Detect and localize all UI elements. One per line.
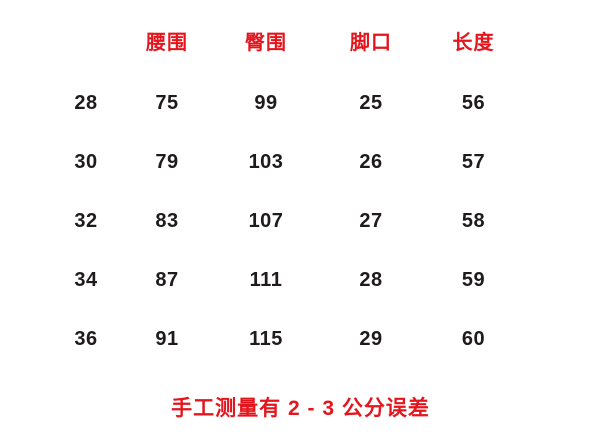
cell-size: 32 bbox=[74, 210, 98, 232]
cell-length: 59 bbox=[461, 269, 486, 291]
header-leg-opening: 脚口 bbox=[350, 31, 392, 54]
cell-size: 30 bbox=[74, 151, 98, 173]
cell-hip: 111 bbox=[249, 269, 283, 291]
cell-hip: 107 bbox=[248, 210, 284, 232]
cell-hip: 103 bbox=[248, 151, 284, 173]
header-waist: 腰围 bbox=[146, 31, 188, 54]
cell-length: 57 bbox=[461, 151, 486, 173]
cell-leg-opening: 26 bbox=[359, 151, 383, 173]
cell-length: 56 bbox=[461, 92, 486, 114]
table-row-size-34: 34 87 111 28 59 bbox=[0, 251, 601, 310]
cell-leg-opening: 28 bbox=[359, 269, 383, 291]
table-row-size-36: 36 91 115 29 60 bbox=[0, 310, 601, 369]
table-row-size-32: 32 83 107 27 58 bbox=[0, 192, 601, 251]
measurement-error-note: 手工测量有 2 - 3 公分误差 bbox=[171, 397, 430, 420]
cell-leg-opening: 25 bbox=[359, 92, 383, 114]
cell-size: 34 bbox=[74, 269, 98, 291]
cell-waist: 87 bbox=[155, 269, 179, 291]
cell-waist: 83 bbox=[155, 210, 179, 232]
table-row-size-30: 30 79 103 26 57 bbox=[0, 133, 601, 192]
cell-waist: 79 bbox=[155, 151, 179, 173]
table-header-row: 腰围 臀围 脚口 长度 bbox=[0, 26, 601, 54]
cell-hip: 115 bbox=[249, 328, 283, 350]
table-row-size-28: 28 75 99 25 56 bbox=[0, 74, 601, 133]
cell-size: 28 bbox=[74, 92, 98, 114]
cell-size: 36 bbox=[74, 328, 98, 350]
cell-hip: 99 bbox=[254, 92, 278, 114]
header-length: 长度 bbox=[452, 31, 495, 54]
cell-leg-opening: 27 bbox=[359, 210, 383, 232]
cell-waist: 75 bbox=[155, 92, 179, 114]
size-chart-table: 腰围 臀围 脚口 长度 28 75 99 25 56 30 79 103 26 … bbox=[0, 26, 601, 421]
cell-length: 60 bbox=[461, 328, 486, 350]
cell-leg-opening: 29 bbox=[359, 328, 383, 350]
header-hip: 臀围 bbox=[245, 31, 287, 54]
cell-waist: 91 bbox=[155, 328, 179, 350]
cell-length: 58 bbox=[461, 210, 486, 232]
